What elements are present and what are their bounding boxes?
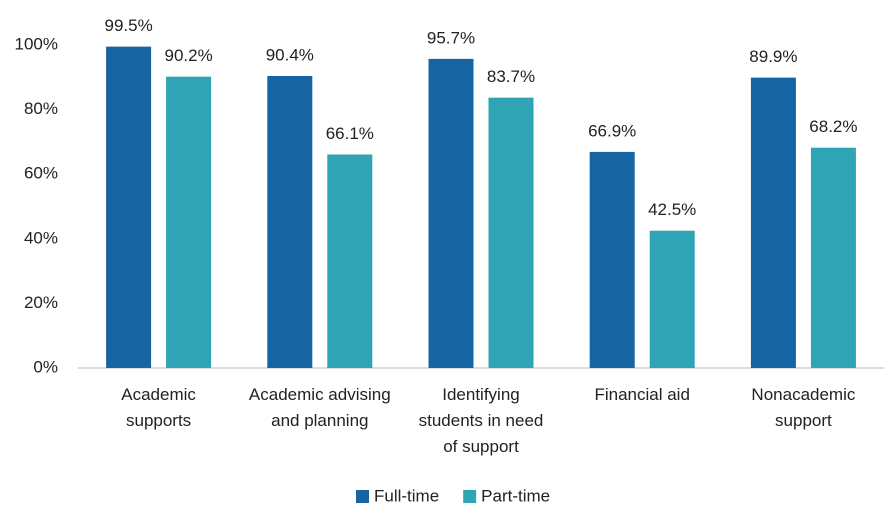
- bar: [488, 97, 534, 369]
- bar: [327, 154, 373, 368]
- bar: [810, 147, 856, 368]
- bar: [428, 58, 474, 368]
- value-label: 83.7%: [487, 67, 535, 86]
- legend-label: Full-time: [374, 486, 439, 505]
- y-tick-label: 100%: [15, 34, 58, 53]
- x-tick-label: Academic supports: [121, 385, 196, 430]
- legend-label: Part-time: [481, 486, 550, 505]
- bar: [589, 151, 635, 368]
- value-label: 99.5%: [104, 16, 152, 35]
- legend-swatch: [356, 490, 369, 503]
- y-tick-label: 60%: [24, 164, 58, 183]
- y-tick-label: 80%: [24, 99, 58, 118]
- y-tick-label: 0%: [33, 357, 58, 376]
- bar: [106, 46, 152, 369]
- value-label: 66.9%: [588, 121, 636, 140]
- value-label: 90.4%: [266, 45, 314, 64]
- bar: [267, 76, 313, 369]
- x-tick-label: Identifying students in need of support: [419, 385, 544, 456]
- value-label: 95.7%: [427, 28, 475, 47]
- value-label: 90.2%: [164, 46, 212, 65]
- bar: [166, 76, 212, 369]
- y-tick-label: 20%: [24, 293, 58, 312]
- value-label: 42.5%: [648, 200, 696, 219]
- value-label: 89.9%: [749, 47, 797, 66]
- value-label: 68.2%: [809, 117, 857, 136]
- legend-swatch: [463, 490, 477, 503]
- bar: [649, 230, 695, 368]
- x-tick-label: Nonacademic support: [751, 385, 855, 430]
- y-tick-label: 40%: [24, 228, 58, 247]
- value-label: 66.1%: [326, 124, 374, 143]
- x-tick-label: Academic advising and planning: [249, 385, 391, 430]
- x-tick-label: Financial aid: [594, 385, 689, 404]
- bar: [750, 77, 796, 369]
